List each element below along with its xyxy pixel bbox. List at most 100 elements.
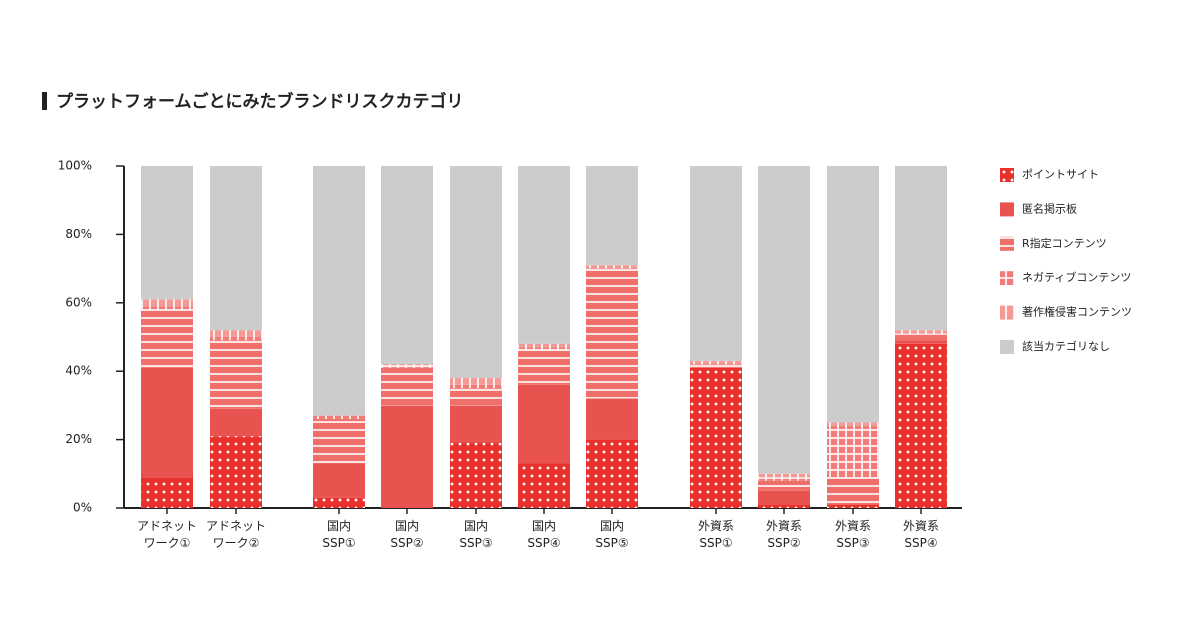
x-tick-label-line: SSP④ xyxy=(527,536,560,550)
bar-segment xyxy=(381,364,433,368)
bar-segment xyxy=(141,166,193,300)
x-tick-label-line: SSP⑤ xyxy=(595,536,628,550)
bar-segment xyxy=(895,333,947,341)
x-tick-label-line: 国内 xyxy=(464,519,488,533)
bar-segment xyxy=(827,477,879,505)
x-tick-label-line: アドネット xyxy=(137,519,197,533)
x-tick-label-line: SSP③ xyxy=(459,536,492,550)
x-tick-label-line: 外資系 xyxy=(698,519,734,533)
bar-segment xyxy=(518,384,570,464)
x-tick-label-line: 国内 xyxy=(532,519,556,533)
x-tick-label-line: アドネット xyxy=(206,519,266,533)
bar-segment xyxy=(690,360,742,365)
legend-label: ネガティブコンテンツ xyxy=(1022,270,1131,284)
bar-segment xyxy=(210,436,262,508)
bar-segment xyxy=(518,347,570,351)
bar-segment xyxy=(586,268,638,399)
legend-swatch xyxy=(1000,305,1014,320)
x-tick-label-line: 国内 xyxy=(327,519,351,533)
x-tick-label-line: ワーク① xyxy=(144,536,191,550)
bar-segment xyxy=(210,330,262,337)
x-tick-label-line: 国内 xyxy=(600,519,624,533)
x-tick-label: 国内 SSP④ xyxy=(527,519,560,550)
legend-swatch xyxy=(1000,236,1014,251)
bar-segment xyxy=(450,405,502,444)
bar-segment xyxy=(586,439,638,508)
x-tick-label: 外資系 SSP① xyxy=(698,519,734,550)
bar-segment xyxy=(381,367,433,406)
bar-segment xyxy=(586,166,638,266)
x-tick-label: 外資系 SSP③ xyxy=(835,519,871,550)
x-tick-label-line: ワーク② xyxy=(213,536,260,550)
bar-segment xyxy=(758,480,810,491)
bar-segment xyxy=(313,463,365,498)
x-tick-label-line: 国内 xyxy=(395,519,419,533)
bar-segment xyxy=(450,166,502,379)
bar-segment xyxy=(450,378,502,385)
bar-segment xyxy=(210,340,262,409)
legend-label: 匿名掲示板 xyxy=(1022,201,1077,215)
bar-segment xyxy=(895,330,947,334)
bar-segment xyxy=(758,473,810,478)
bar-segment xyxy=(827,422,879,426)
chart-title: プラットフォームごとにみたブランドリスクカテゴリ xyxy=(56,91,464,112)
bar-segment xyxy=(210,337,262,341)
bar-segment xyxy=(895,343,947,508)
x-tick-label: 国内 SSP③ xyxy=(459,519,492,550)
bar-segment xyxy=(827,166,879,423)
bar-segment xyxy=(141,309,193,368)
x-tick-label-line: SSP① xyxy=(322,536,355,550)
bar-segment xyxy=(381,405,433,508)
legend-swatch xyxy=(1000,202,1014,217)
x-tick-label-line: 外資系 xyxy=(766,519,802,533)
bar-segment xyxy=(313,415,365,420)
y-tick-label: 0% xyxy=(73,501,92,515)
bar-segment xyxy=(210,166,262,331)
bar-segment xyxy=(141,299,193,307)
bar-segment xyxy=(827,504,879,508)
x-tick-label: 外資系 SSP④ xyxy=(903,519,939,550)
y-tick-label: 100% xyxy=(58,159,92,173)
bar-segment xyxy=(450,443,502,508)
x-tick-label: アドネットワーク① xyxy=(137,519,197,550)
bar-segment xyxy=(381,166,433,365)
bar-segment xyxy=(518,350,570,385)
x-tick-label-line: SSP④ xyxy=(904,536,937,550)
bar-segment xyxy=(586,398,638,440)
bar-segment xyxy=(141,306,193,310)
bar-segment xyxy=(313,497,365,508)
y-tick-label: 60% xyxy=(65,295,92,309)
y-tick-label: 80% xyxy=(65,227,92,241)
x-tick-label: 国内 SSP⑤ xyxy=(595,519,628,550)
bar-segment xyxy=(313,166,365,416)
legend-label: 該当カテゴリなし xyxy=(1022,339,1110,353)
bar-segment xyxy=(313,419,365,464)
bar-segment xyxy=(895,340,947,344)
bar-segment xyxy=(690,367,742,508)
x-tick-label-line: SSP③ xyxy=(836,536,869,550)
x-tick-label: 国内 SSP① xyxy=(322,519,355,550)
bar-segment xyxy=(758,490,810,505)
legend-swatch xyxy=(1000,340,1014,354)
bar-segment xyxy=(827,425,879,478)
x-tick-label: 国内 SSP② xyxy=(390,519,423,550)
x-tick-label-line: SSP② xyxy=(767,536,800,550)
x-tick-label-line: 外資系 xyxy=(835,519,871,533)
bar-segment xyxy=(758,166,810,474)
bar-segment xyxy=(758,477,810,481)
bar-segment xyxy=(690,364,742,368)
bar-segment xyxy=(518,166,570,344)
legend-label: 著作権侵害コンテンツ xyxy=(1022,305,1132,319)
bar-segment xyxy=(450,384,502,389)
x-tick-label: 外資系 SSP② xyxy=(766,519,802,550)
bar-segment xyxy=(895,166,947,331)
bar-segment xyxy=(210,408,262,437)
y-tick-label: 40% xyxy=(65,364,92,378)
legend-swatch xyxy=(1000,271,1014,286)
legend-label: R指定コンテンツ xyxy=(1022,236,1107,250)
x-tick-label: アドネットワーク② xyxy=(206,519,266,550)
title-marker xyxy=(42,92,47,110)
bar-segment xyxy=(518,463,570,508)
x-tick-label-line: 外資系 xyxy=(903,519,939,533)
